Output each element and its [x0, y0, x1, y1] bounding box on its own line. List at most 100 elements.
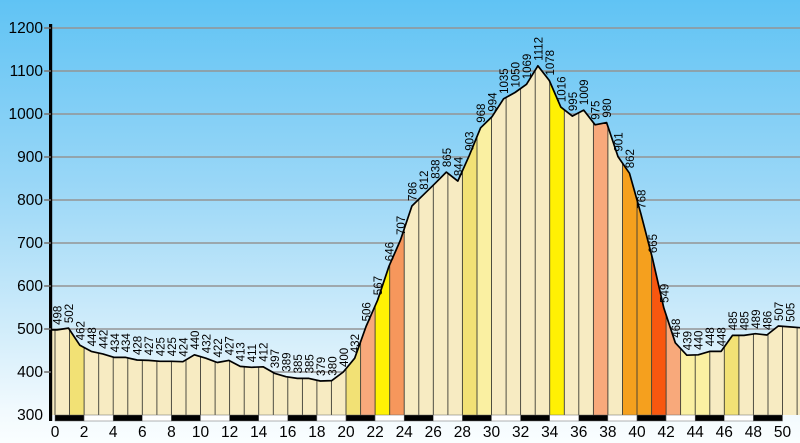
elevation-label: 428 — [133, 336, 145, 355]
y-tick-label: 400 — [17, 364, 43, 381]
elevation-label: 439 — [682, 331, 694, 350]
scale-segment — [491, 414, 521, 422]
x-tick-label: 48 — [745, 424, 762, 441]
elevation-label: 440 — [190, 331, 202, 350]
x-tick-label: 26 — [425, 424, 442, 441]
gradient-bar — [506, 65, 521, 415]
scale-segment — [142, 414, 172, 422]
elevation-label: 786 — [407, 182, 419, 201]
elevation-label: 903 — [465, 132, 477, 151]
elevation-label: 379 — [316, 357, 328, 376]
elevation-label: 1069 — [522, 54, 534, 80]
elevation-label: 412 — [259, 343, 271, 362]
elevation-label: 507 — [774, 302, 786, 321]
x-tick-label: 8 — [167, 424, 176, 441]
elevation-label: 422 — [213, 338, 225, 357]
elevation-label: 768 — [636, 190, 648, 209]
elevation-label: 1016 — [556, 77, 568, 103]
elevation-label: 389 — [282, 353, 294, 372]
scale-segment — [83, 414, 114, 422]
x-tick-label: 24 — [396, 424, 414, 441]
elevation-label: 427 — [144, 336, 156, 355]
scale-segment — [636, 414, 667, 422]
elevation-label: 432 — [201, 334, 213, 353]
gradient-bar — [593, 65, 608, 415]
elevation-label: 549 — [659, 284, 671, 303]
gradient-bar — [564, 65, 579, 415]
elevation-label: 442 — [98, 330, 110, 349]
scale-segment — [694, 414, 725, 422]
elevation-label: 440 — [694, 331, 706, 350]
y-tick-label: 1100 — [10, 63, 44, 80]
distance-scale-bar — [54, 414, 783, 422]
scale-segment — [287, 414, 318, 422]
elevation-label: 425 — [167, 337, 179, 356]
scale-segment — [112, 414, 143, 422]
scale-segment — [665, 414, 696, 422]
gradient-bar — [578, 65, 594, 415]
elevation-label: 646 — [385, 242, 397, 261]
scale-segment — [374, 414, 405, 422]
elevation-label: 865 — [442, 148, 454, 167]
gradient-bar — [549, 65, 565, 415]
elevation-label: 506 — [362, 302, 374, 321]
x-tick-label: 28 — [454, 424, 471, 441]
elevation-label: 434 — [121, 333, 133, 353]
elevation-label: 995 — [568, 92, 580, 111]
x-tick-label: 42 — [657, 424, 674, 441]
elevation-label: 411 — [247, 344, 259, 362]
gradient-bar — [520, 65, 536, 415]
elevation-label: 1009 — [579, 80, 591, 106]
scale-segment — [229, 414, 259, 422]
elevation-label: 434 — [110, 333, 122, 353]
x-tick-label: 30 — [483, 424, 501, 441]
gradient-bar — [535, 65, 550, 415]
elevation-label: 425 — [156, 337, 168, 356]
x-tick-label: 44 — [687, 424, 705, 441]
elevation-label: 498 — [53, 306, 65, 325]
scale-segment — [607, 414, 638, 422]
elevation-label: 812 — [419, 171, 431, 190]
x-tick-label: 4 — [109, 424, 118, 441]
x-tick-label: 6 — [138, 424, 147, 441]
elevation-label: 1078 — [545, 50, 557, 76]
scale-segment — [753, 414, 783, 422]
elevation-label: 994 — [488, 92, 500, 112]
gradient-bar — [477, 65, 492, 415]
elevation-label: 427 — [224, 336, 236, 355]
scale-segment — [316, 414, 347, 422]
elevation-label: 462 — [75, 321, 87, 340]
scale-segment — [345, 414, 376, 422]
x-tick-label: 18 — [308, 424, 325, 441]
y-tick-label: 800 — [17, 192, 43, 209]
y-tick-label: 1000 — [9, 106, 44, 123]
elevation-label: 448 — [705, 327, 717, 346]
x-tick-label: 16 — [279, 424, 296, 441]
x-tick-label: 2 — [80, 424, 89, 441]
y-axis-labels: 300 400 500 600 700 800 900 1000 1100 1200 — [9, 20, 44, 424]
x-tick-label: 12 — [221, 424, 238, 441]
gradient-bar — [491, 65, 507, 415]
x-tick-label: 34 — [541, 424, 559, 441]
x-tick-label: 32 — [512, 424, 529, 441]
scale-segment — [258, 414, 289, 422]
elevation-label: 838 — [430, 160, 442, 179]
elevation-label: 413 — [236, 342, 248, 361]
elevation-label: 485 — [740, 311, 752, 330]
elevation-label: 901 — [614, 132, 626, 151]
x-tick-label: 36 — [570, 424, 587, 441]
x-tick-label: 0 — [51, 424, 60, 441]
scale-segment — [462, 414, 492, 422]
elevation-label: 1050 — [511, 62, 523, 88]
y-tick-label: 500 — [17, 321, 43, 338]
elevation-label: 400 — [339, 348, 351, 367]
elevation-label: 486 — [762, 311, 774, 330]
scale-segment — [549, 414, 580, 422]
x-tick-label: 20 — [337, 424, 355, 441]
y-tick-label: 900 — [17, 149, 43, 166]
x-tick-label: 38 — [599, 424, 616, 441]
scale-segment — [200, 414, 230, 422]
elevation-label: 468 — [671, 319, 683, 338]
